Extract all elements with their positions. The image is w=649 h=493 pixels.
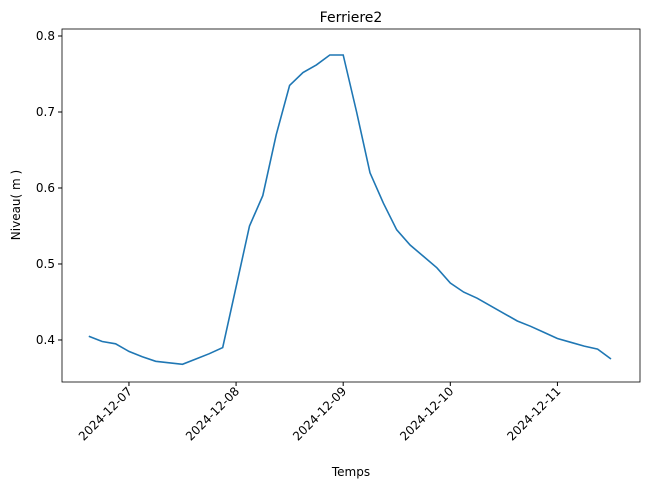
data-line [88,54,612,366]
x-tick-label: 2024-12-09 [290,384,349,443]
x-tick-label: 2024-12-10 [397,384,456,443]
y-axis-label: Niveau( m ) [9,170,23,240]
x-tick-label: 2024-12-11 [504,384,563,443]
chart-title: Ferriere2 [320,10,383,26]
x-tick-label: 2024-12-07 [76,384,135,443]
x-axis-label: Temps [331,465,370,479]
y-tick-label: 0.5 [36,257,55,271]
x-tick-label: 2024-12-08 [183,384,242,443]
y-tick-label: 0.4 [36,333,55,347]
y-tick-label: 0.7 [36,105,55,119]
y-tick-label: 0.8 [36,29,55,43]
y-tick-label: 0.6 [36,181,55,195]
plot-frame [61,28,641,383]
